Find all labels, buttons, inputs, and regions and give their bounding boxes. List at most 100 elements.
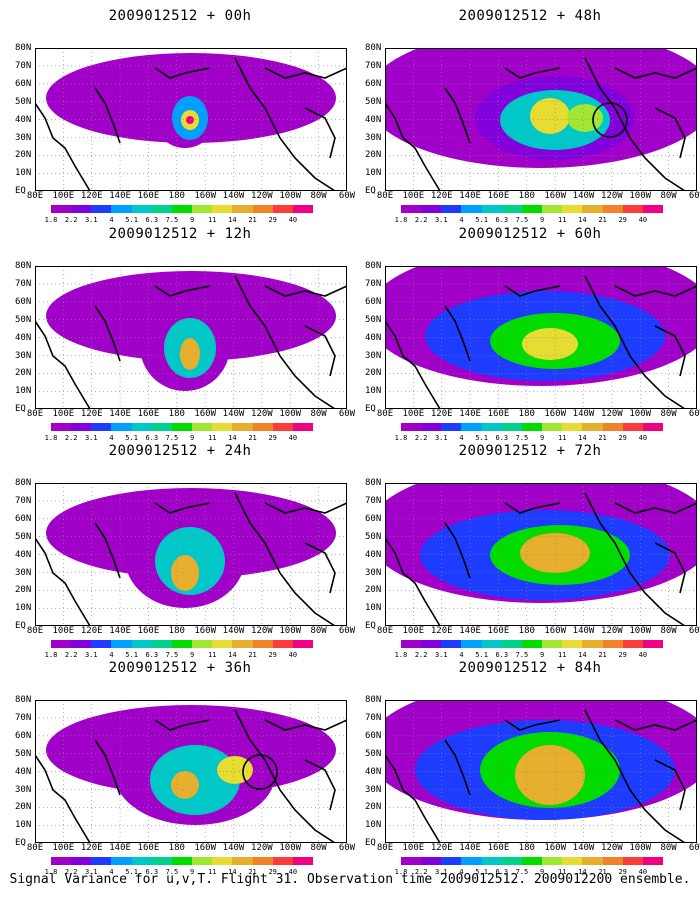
lon-tick-label: 100E	[402, 409, 425, 419]
colorbar-label: 29	[268, 216, 277, 224]
lon-tick-label: 120E	[80, 843, 103, 853]
colorbar-swatch	[562, 205, 583, 213]
colorbar-label: 7.5	[515, 434, 529, 442]
map-panel: 2009012512 + 12h 80N 70N 60N 50N 40N 30N 20N 10N…	[15, 226, 355, 442]
colorbar-swatch	[71, 857, 92, 865]
lon-tick-label: 120E	[430, 409, 453, 419]
colorbar-swatch	[232, 423, 253, 431]
variance-contour	[171, 771, 199, 799]
variance-contour	[530, 98, 570, 134]
colorbar-swatch	[401, 423, 422, 431]
lon-tick-label: 80E	[26, 409, 44, 419]
lon-tick-label: 100E	[402, 626, 425, 636]
colorbar-swatch	[642, 640, 664, 648]
colorbar-label: 11	[208, 651, 217, 659]
lat-tick-label: 10N	[365, 168, 382, 179]
colorbar-swatch	[461, 640, 482, 648]
colorbar-swatch	[111, 640, 132, 648]
map-frame	[385, 266, 697, 409]
colorbar-label: 3.1	[434, 434, 448, 442]
colorbar-swatch	[131, 423, 152, 431]
lon-tick-label: 120W	[601, 843, 623, 853]
lat-tick-label: 50N	[15, 96, 32, 107]
lon-tick-label: 180	[518, 843, 535, 853]
lat-tick-label: 40N	[15, 114, 32, 125]
lat-tick-label: 70N	[15, 712, 32, 723]
colorbar-swatch	[272, 423, 293, 431]
map-panel: 2009012512 + 84h 80N 70N 60N 50N 40N 30N 20N 10N…	[365, 660, 700, 876]
lon-tick-label: 120W	[601, 409, 623, 419]
lon-tick-label: 140W	[222, 191, 245, 201]
colorbar-swatch	[151, 205, 172, 213]
colorbar-label: 4	[459, 434, 464, 442]
lon-tick-label: 180	[518, 191, 535, 201]
lat-tick-label: 40N	[365, 549, 382, 560]
lon-tick-label: 160W	[544, 843, 566, 853]
colorbar-swatch	[252, 423, 273, 431]
lat-tick-label: 10N	[15, 603, 32, 614]
lat-tick-label: 60N	[15, 296, 32, 307]
lon-tick-label: 80W	[310, 626, 327, 636]
lat-tick-label: 80N	[365, 261, 382, 271]
colorbar-label: 7.5	[165, 651, 179, 659]
colorbar-swatch	[642, 205, 664, 213]
colorbar-label: 4	[109, 216, 114, 224]
lon-tick-label: 60W	[338, 843, 356, 853]
colorbar-label: 4	[109, 434, 114, 442]
colorbar-swatch	[51, 640, 72, 648]
colorbar-swatch	[252, 857, 273, 865]
colorbar-swatch	[401, 640, 422, 648]
colorbar-swatch	[252, 640, 273, 648]
colorbar-swatch	[461, 205, 482, 213]
lon-tick-label: 100W	[279, 191, 302, 201]
lon-tick-label: 160E	[487, 626, 510, 636]
lon-tick-label: 80E	[376, 191, 394, 201]
lat-tick-label: 10N	[15, 820, 32, 831]
map-panel: 2009012512 + 00h 80N 70N 60N 50N 40N 30N 20N 10N…	[15, 8, 355, 224]
colorbar-swatch	[421, 423, 442, 431]
colorbar-label: 14	[228, 868, 237, 876]
colorbar-label: 7.5	[515, 868, 529, 876]
lon-tick-label: 100E	[402, 191, 425, 201]
colorbar-label: 11	[558, 651, 567, 659]
map-panel: 2009012512 + 72h 80N 70N 60N 50N 40N 30N 20N 10N…	[365, 443, 700, 659]
colorbar-label: 2.2	[64, 651, 78, 659]
lon-tick-label: 100E	[52, 191, 75, 201]
lat-tick-label: 70N	[365, 60, 382, 71]
lat-tick-label: 70N	[15, 60, 32, 71]
lat-tick-label: 70N	[15, 495, 32, 506]
colorbar-swatch	[582, 857, 603, 865]
colorbar-label: 5.1	[475, 868, 488, 876]
variance-map	[385, 483, 697, 626]
panel-title: 2009012512 + 60h	[458, 226, 602, 242]
lon-tick-label: 160W	[544, 191, 566, 201]
map-panel: 2009012512 + 48h 80N 70N 60N 50N 40N 30N 20N 10N…	[365, 8, 700, 224]
lat-tick-label: 50N	[15, 314, 32, 325]
colorbar-label: 3.1	[434, 216, 448, 224]
lat-tick-label: 80N	[365, 478, 382, 488]
colorbar-swatch	[131, 205, 152, 213]
colorbar-swatch	[91, 857, 112, 865]
lon-tick-label: 100E	[52, 843, 75, 853]
colorbar-swatch	[461, 857, 482, 865]
colorbar-swatch	[441, 640, 462, 648]
colorbar-swatch	[292, 205, 314, 213]
colorbar-label: 21	[598, 434, 607, 442]
lat-tick-label: EQ	[15, 186, 26, 197]
coastline	[35, 492, 347, 626]
lon-tick-label: 100E	[402, 843, 425, 853]
lon-tick-label: 120W	[251, 191, 273, 201]
lon-tick-label: 140E	[459, 191, 481, 201]
colorbar-swatch	[421, 857, 442, 865]
variance-contour	[522, 328, 578, 360]
colorbar-label: 29	[268, 651, 277, 659]
lat-tick-label: 60N	[15, 78, 32, 89]
lat-tick-label: 30N	[365, 784, 382, 795]
lon-tick-label: 160E	[487, 191, 510, 201]
lat-tick-label: 20N	[365, 368, 382, 379]
colorbar-label: 4	[109, 651, 114, 659]
variance-map	[385, 48, 697, 191]
colorbar-swatch	[71, 423, 92, 431]
colorbar-swatch	[232, 857, 253, 865]
colorbar-swatch	[521, 640, 543, 648]
